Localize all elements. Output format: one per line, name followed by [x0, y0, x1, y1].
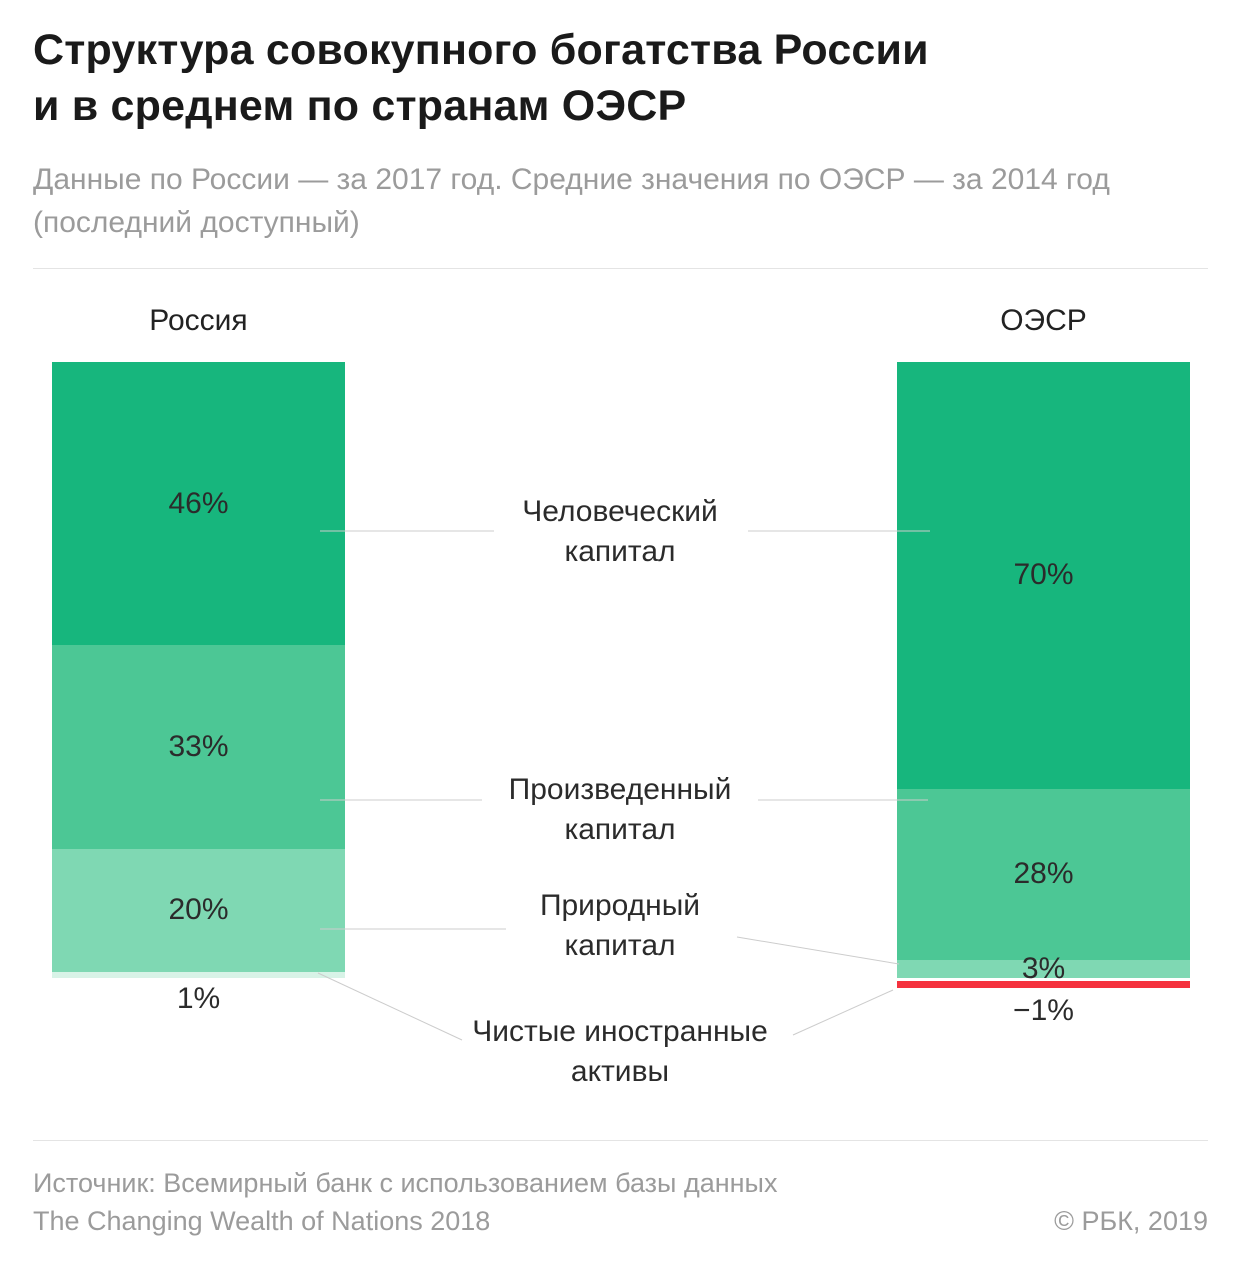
segment-value-label: 33%	[168, 730, 229, 763]
series-label-line: Произведенный	[508, 773, 732, 806]
source-text-line-2: The Changing Wealth of Nations 2018	[33, 1206, 491, 1236]
series-label-line: капитал	[564, 929, 676, 962]
produced-capital-segment: 33%	[52, 645, 345, 849]
segment-value-label: 70%	[1013, 558, 1074, 592]
page-title-line-2: и в среднем по странам ОЭСР	[33, 82, 687, 130]
stacked-bar-oecd: 70% 28% 3%	[897, 362, 1190, 985]
page-title-line-1: Структура совокупного богатства России	[33, 26, 929, 74]
bottom-divider	[33, 1140, 1208, 1141]
natural-capital-segment: 20%	[52, 848, 345, 972]
column-header-russia: Россия	[149, 304, 248, 337]
series-label-human-capital: Человеческий капитал	[420, 492, 820, 572]
series-label-line: Природный	[539, 889, 701, 922]
series-label-produced-capital: Произведенный капитал	[420, 770, 820, 850]
series-label-line: активы	[570, 1055, 670, 1088]
stacked-bar-russia: 46% 33% 20%	[52, 362, 345, 978]
source-text-line-1: Источник: Всемирный банк с использование…	[33, 1168, 778, 1198]
page-subtitle-line-1: Данные по России — за 2017 год. Средние …	[33, 163, 1110, 196]
series-label-natural-capital: Природный капитал	[420, 886, 820, 966]
segment-value-label: 46%	[168, 486, 229, 520]
net-foreign-assets-negative-bar	[897, 981, 1190, 988]
produced-capital-segment: 28%	[897, 788, 1190, 960]
page-subtitle: Данные по России — за 2017 год. Средние …	[33, 158, 1213, 244]
page-title: Структура совокупного богатства России и…	[33, 22, 1183, 134]
bar-column-russia: Россия 46% 33% 20% 1%	[52, 304, 345, 1094]
bar-column-oecd: ОЭСР 70% 28% 3% −1%	[897, 304, 1190, 1094]
series-label-line: капитал	[564, 813, 676, 846]
segment-value-label: 3%	[1021, 951, 1066, 985]
net-foreign-assets-segment	[52, 971, 345, 978]
top-divider	[33, 268, 1208, 269]
series-label-line: Чистые иностранные	[472, 1015, 768, 1048]
human-capital-segment: 46%	[52, 362, 345, 646]
bar-below-label: −1%	[1013, 994, 1074, 1027]
series-label-net-foreign-assets: Чистые иностранные активы	[420, 1012, 820, 1092]
human-capital-segment: 70%	[897, 362, 1190, 789]
segment-value-label: 20%	[168, 893, 229, 927]
page-subtitle-line-2: (последний доступный)	[33, 206, 360, 239]
natural-capital-segment: 3%	[897, 952, 1190, 985]
copyright-text: © РБК, 2019	[1054, 1206, 1208, 1236]
series-label-line: капитал	[564, 535, 676, 568]
segment-value-label: 28%	[1013, 857, 1074, 891]
source-text: Источник: Всемирный банк с использование…	[33, 1164, 777, 1240]
bar-below-label: 1%	[176, 982, 221, 1015]
column-header-oecd: ОЭСР	[1000, 304, 1087, 337]
series-label-line: Человеческий	[522, 495, 718, 528]
